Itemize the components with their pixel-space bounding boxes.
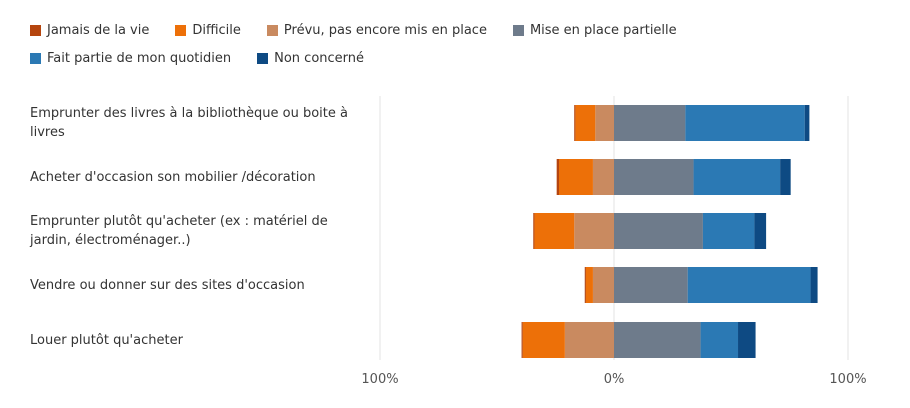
- legend-swatch: [266, 24, 278, 36]
- bar-non-concerne[interactable]: [810, 267, 818, 303]
- bar-non-concerne[interactable]: [804, 105, 810, 141]
- legend-item-prevu-pas-encore-mis-en-place[interactable]: Prévu, pas encore mis en place: [266, 20, 487, 40]
- legend-swatch: [175, 24, 187, 36]
- bar-jamais-de-la-vie[interactable]: [521, 322, 523, 358]
- bar-jamais-de-la-vie[interactable]: [556, 159, 560, 195]
- legend-swatch: [30, 24, 41, 36]
- bar-jamais-de-la-vie[interactable]: [584, 267, 586, 303]
- legend-item-mise-en-place-partielle[interactable]: Mise en place partielle: [512, 20, 677, 40]
- bar-mise-en-place-partielle[interactable]: [614, 213, 703, 249]
- bar-mise-en-place-partielle[interactable]: [614, 159, 694, 195]
- bar-fait-partie-de-mon-quotidien[interactable]: [700, 322, 739, 358]
- legend-label: Fait partie de mon quotidien: [47, 50, 232, 66]
- bar-prevu-pas-encore-mis-en-place[interactable]: [592, 159, 614, 195]
- x-tick-label: 0%: [604, 372, 625, 387]
- legend-swatch: [512, 24, 524, 36]
- bar-prevu-pas-encore-mis-en-place[interactable]: [574, 213, 614, 249]
- bar-prevu-pas-encore-mis-en-place[interactable]: [595, 105, 614, 141]
- x-tick-label: 100%: [361, 372, 398, 387]
- legend-label: Difficile: [192, 22, 241, 38]
- chart-legend: Jamais de la vie Difficile Prévu, pas enco…: [30, 20, 890, 68]
- bar-non-concerne[interactable]: [738, 322, 756, 358]
- bar-difficile[interactable]: [559, 159, 593, 195]
- bar-fait-partie-de-mon-quotidien[interactable]: [693, 159, 781, 195]
- bar-difficile[interactable]: [575, 105, 596, 141]
- legend-label: Non concerné: [274, 50, 365, 66]
- legend-item-jamais-de-la-vie[interactable]: Jamais de la vie: [30, 20, 149, 40]
- category-label: Emprunter des livres à la bibliothèque o…: [30, 106, 348, 140]
- legend-swatch: [30, 52, 41, 64]
- bar-non-concerne[interactable]: [780, 159, 791, 195]
- legend-label: Jamais de la vie: [47, 22, 150, 38]
- bar-mise-en-place-partielle[interactable]: [614, 322, 701, 358]
- bar-jamais-de-la-vie[interactable]: [533, 213, 535, 249]
- bar-mise-en-place-partielle[interactable]: [614, 105, 686, 141]
- bar-non-concerne[interactable]: [754, 213, 767, 249]
- legend-item-non-concerne[interactable]: Non concerné: [257, 48, 364, 68]
- bar-prevu-pas-encore-mis-en-place[interactable]: [592, 267, 614, 303]
- category-label: Acheter d'occasion son mobilier /décorat…: [30, 169, 316, 185]
- bar-difficile[interactable]: [522, 322, 565, 358]
- category-label: Emprunter plutôt qu'acheter (ex : matéri…: [30, 214, 328, 248]
- bar-prevu-pas-encore-mis-en-place[interactable]: [564, 322, 614, 358]
- bar-difficile[interactable]: [534, 213, 575, 249]
- bar-fait-partie-de-mon-quotidien[interactable]: [685, 105, 805, 141]
- category-label: Vendre ou donner sur des sites d'occasio…: [30, 277, 305, 293]
- bar-mise-en-place-partielle[interactable]: [614, 267, 688, 303]
- legend-item-fait-partie-de-mon-quotidien[interactable]: Fait partie de mon quotidien: [30, 48, 231, 68]
- bar-difficile[interactable]: [585, 267, 593, 303]
- bar-fait-partie-de-mon-quotidien[interactable]: [702, 213, 755, 249]
- legend-label: Prévu, pas encore mis en place: [283, 22, 487, 38]
- x-tick-label: 100%: [829, 372, 866, 387]
- bar-fait-partie-de-mon-quotidien[interactable]: [687, 267, 811, 303]
- legend-label: Mise en place partielle: [529, 22, 677, 38]
- legend-item-difficile[interactable]: Difficile: [175, 20, 241, 40]
- category-label: Louer plutôt qu'acheter: [30, 332, 183, 348]
- legend-swatch: [257, 52, 269, 64]
- bar-jamais-de-la-vie[interactable]: [574, 105, 576, 141]
